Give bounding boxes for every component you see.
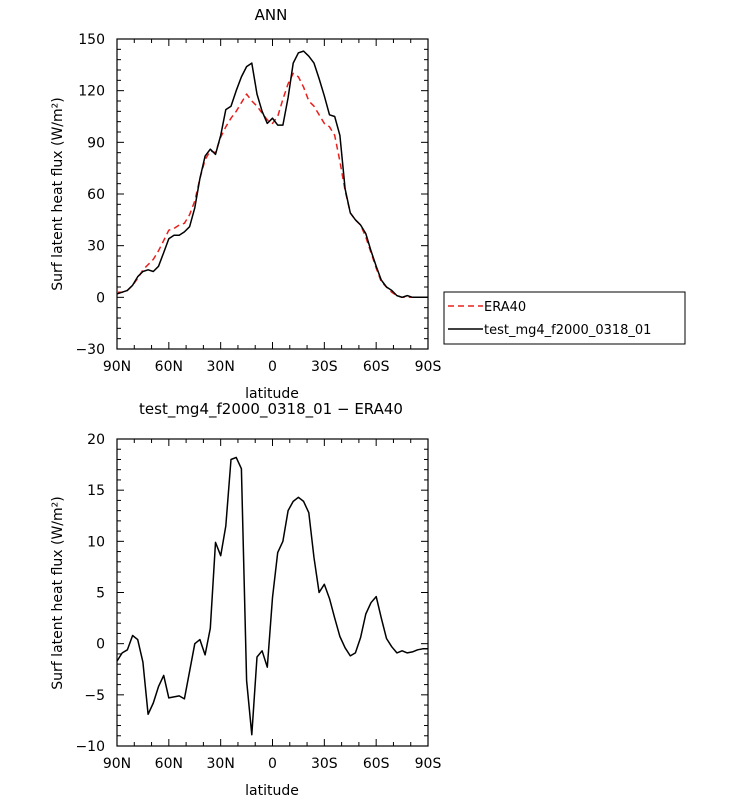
plot-frame xyxy=(116,38,429,350)
x-axis-label: latitude xyxy=(245,783,299,799)
difference-panel: test_mg4_f2000_0318_01 − ERA40 −10 −5 0 5 10… xyxy=(50,400,441,799)
x-tick-label: 90S xyxy=(415,756,442,772)
x-tick-label: 30S xyxy=(311,756,338,772)
y-tick-label: 60 xyxy=(87,187,105,203)
y-tick-label: 0 xyxy=(96,290,105,306)
legend-box xyxy=(443,291,686,345)
x-tick-label: 60S xyxy=(363,756,390,772)
x-tick-label: 0 xyxy=(268,756,277,772)
x-tick-label: 60S xyxy=(363,359,390,375)
x-tick-label: 30N xyxy=(207,756,235,772)
x-tick-label: 0 xyxy=(268,359,277,375)
y-tick-label: 30 xyxy=(87,239,105,255)
y-tick-label: 150 xyxy=(78,32,105,48)
climatology-panel: ANN −30 0 30 60 90 120 150 90N 60N 30N 0 30S 60S 90S… xyxy=(50,6,686,402)
x-tick-label: 90N xyxy=(103,359,131,375)
series-line-difference xyxy=(116,456,428,736)
y-tick-label: 10 xyxy=(87,534,105,550)
x-tick-label: 60N xyxy=(155,756,183,772)
legend: ERA40 test_mg4_f2000_0318_01 xyxy=(443,291,686,345)
y-tick-label: 0 xyxy=(96,637,105,653)
y-tick-label: −5 xyxy=(84,688,105,704)
y-axis-label: Surf latent heat flux (W/m²) xyxy=(50,97,66,290)
x-tick-label: 60N xyxy=(155,359,183,375)
legend-label-era40: ERA40 xyxy=(484,300,526,315)
y-tick-label: 120 xyxy=(78,84,105,100)
chart-title: ANN xyxy=(255,6,288,24)
y-tick-label: −30 xyxy=(75,342,105,358)
series-line-era40 xyxy=(117,72,428,299)
y-tick-label: 20 xyxy=(87,432,105,448)
x-tick-label: 90N xyxy=(103,756,131,772)
y-tick-label: 5 xyxy=(96,586,105,602)
x-tick-label: 30N xyxy=(207,359,235,375)
y-tick-label: −10 xyxy=(75,739,105,755)
x-tick-label: 90S xyxy=(415,359,442,375)
x-axis-label: latitude xyxy=(245,386,299,402)
y-tick-label: 15 xyxy=(87,483,105,499)
series-line-test-mg4-f2000-0318-01 xyxy=(116,50,428,299)
legend-label-model: test_mg4_f2000_0318_01 xyxy=(484,323,651,338)
chart-title: test_mg4_f2000_0318_01 − ERA40 xyxy=(139,400,403,419)
y-axis-label: Surf latent heat flux (W/m²) xyxy=(50,496,66,689)
y-tick-label: 90 xyxy=(87,135,105,151)
x-tick-label: 30S xyxy=(311,359,338,375)
